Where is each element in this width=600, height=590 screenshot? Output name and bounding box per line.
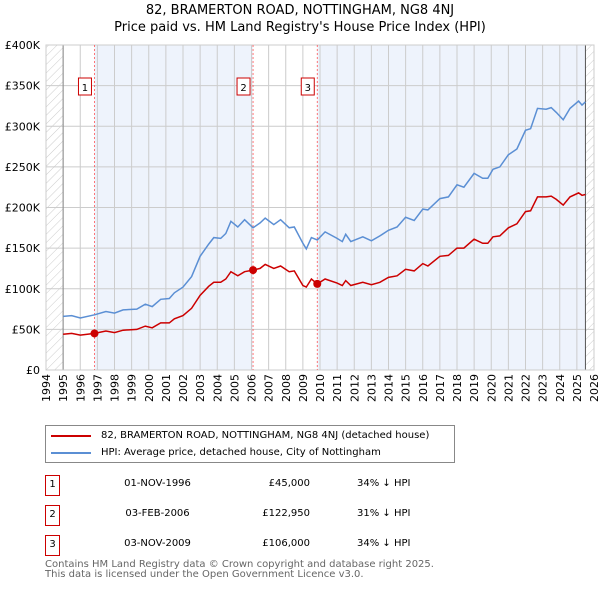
x-tick-label: 2013 — [365, 374, 378, 402]
legend-item-property: 82, BRAMERTON ROAD, NOTTINGHAM, NG8 4NJ … — [51, 430, 429, 441]
sale-hpi-diff: 34% ↓ HPI — [357, 478, 411, 489]
legend-item-hpi: HPI: Average price, detached house, City… — [51, 447, 381, 458]
sale-point — [90, 329, 99, 338]
x-tick-label: 1997 — [91, 374, 104, 402]
table-row: 3 03-NOV-2009 £106,000 34% ↓ HPI — [45, 535, 445, 556]
x-tick-label: 1996 — [74, 374, 87, 402]
y-tick-label: £350K — [5, 80, 41, 93]
legend-label: 82, BRAMERTON ROAD, NOTTINGHAM, NG8 4NJ … — [101, 430, 430, 441]
x-tick-label: 2020 — [485, 374, 498, 402]
x-tick-label: 1995 — [57, 374, 70, 402]
x-tick-label: 2014 — [383, 374, 396, 402]
x-tick-label: 2003 — [194, 374, 207, 402]
sale-label: 2 — [240, 83, 246, 94]
x-tick-label: 2008 — [280, 374, 293, 402]
sale-marker-badge: 3 — [45, 535, 60, 556]
x-tick-label: 2007 — [263, 374, 276, 402]
x-tick-label: 2011 — [331, 374, 344, 402]
sale-hpi-diff: 34% ↓ HPI — [357, 538, 411, 549]
sale-price: £106,000 — [262, 538, 310, 549]
x-tick-label: 1999 — [126, 374, 139, 402]
sale-label-box — [77, 77, 92, 96]
x-tick-label: 1994 — [40, 374, 53, 402]
sale-label-box — [236, 77, 251, 96]
y-tick-label: £0 — [26, 364, 40, 377]
sale-label: 1 — [82, 83, 88, 94]
sale-label-box — [300, 77, 315, 96]
x-tick-label: 2025 — [571, 374, 584, 402]
x-tick-label: 2010 — [314, 374, 327, 402]
x-tick-label: 2000 — [143, 374, 156, 402]
x-tick-label: 2023 — [537, 374, 550, 402]
x-tick-label: 2004 — [211, 374, 224, 402]
x-tick-label: 2006 — [246, 374, 259, 402]
x-tick-label: 2018 — [451, 374, 464, 402]
price-chart: 1994 1995 1996 1997 1998 1999 2000 2001 2002 2003… — [5, 39, 600, 402]
chart-title: 82, BRAMERTON ROAD, NOTTINGHAM, NG8 4NJ … — [0, 2, 600, 36]
sale-price: £122,950 — [262, 508, 310, 519]
table-row: 2 03-FEB-2006 £122,950 31% ↓ HPI — [45, 505, 445, 526]
sale-date: 03-FEB-2006 — [125, 508, 190, 519]
legend-swatch-blue — [51, 451, 91, 454]
sale-point — [313, 279, 322, 288]
y-tick-label: £200K — [5, 202, 41, 215]
x-tick-label: 2005 — [228, 374, 241, 402]
sale-date: 01-NOV-1996 — [124, 478, 191, 489]
sale-price: £45,000 — [268, 478, 310, 489]
x-tick-label: 2015 — [400, 374, 413, 402]
subtitle-line: Price paid vs. HM Land Registry's House … — [114, 20, 486, 35]
x-tick-label: 2009 — [297, 374, 310, 402]
x-tick-label: 2026 — [588, 374, 600, 402]
y-tick-label: £250K — [5, 161, 41, 174]
footer: Contains HM Land Registry data © Crown c… — [45, 560, 434, 580]
plot-frame — [45, 44, 595, 371]
legend-swatch-red — [51, 434, 91, 437]
title-line: 82, BRAMERTON ROAD, NOTTINGHAM, NG8 4NJ — [145, 3, 455, 18]
sale-hpi-diff: 31% ↓ HPI — [357, 508, 411, 519]
y-tick-label: £400K — [5, 39, 41, 52]
price-paid-line — [63, 192, 586, 336]
x-tick-label: 2017 — [434, 374, 447, 402]
footer-line: Contains HM Land Registry data © Crown c… — [45, 559, 434, 570]
sale-date: 03-NOV-2009 — [124, 538, 191, 549]
x-tick-label: 2022 — [520, 374, 533, 402]
legend: 82, BRAMERTON ROAD, NOTTINGHAM, NG8 4NJ … — [45, 425, 455, 463]
sale-marker-badge: 1 — [45, 475, 60, 496]
x-tick-label: 2016 — [417, 374, 430, 402]
table-row: 1 01-NOV-1996 £45,000 34% ↓ HPI — [45, 475, 445, 496]
x-tick-label: 1998 — [109, 374, 122, 402]
x-tick-label: 2012 — [348, 374, 361, 402]
y-tick-label: £150K — [5, 242, 41, 255]
x-tick-label: 2001 — [160, 374, 173, 402]
x-tick-label: 2021 — [502, 374, 515, 402]
x-tick-label: 2002 — [177, 374, 190, 402]
sale-point — [249, 266, 258, 275]
x-tick-label: 2019 — [468, 374, 481, 402]
hpi-line — [63, 100, 586, 319]
sale-label: 3 — [305, 83, 311, 94]
sale-marker-badge: 2 — [45, 505, 60, 526]
legend-label: HPI: Average price, detached house, City… — [101, 447, 381, 458]
x-tick-label: 2024 — [554, 374, 567, 402]
footer-line: This data is licensed under the Open Gov… — [45, 569, 364, 580]
y-tick-label: £100K — [5, 283, 41, 296]
y-tick-label: £50K — [12, 323, 41, 336]
y-tick-label: £300K — [5, 120, 41, 133]
